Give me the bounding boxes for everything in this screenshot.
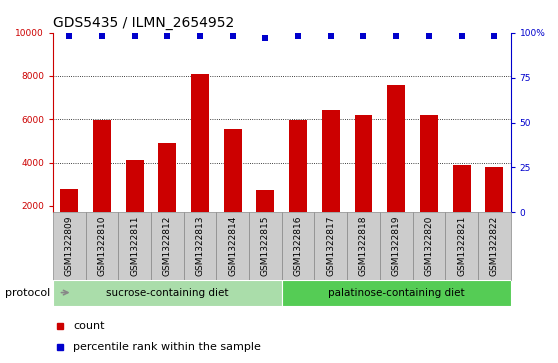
Bar (158, 143, 176, 249)
Point (425, 33, 434, 39)
Text: GSM1322809: GSM1322809 (65, 216, 74, 276)
Bar (347, 212, 380, 280)
Bar (315, 212, 347, 280)
Bar (485, 167, 503, 249)
Bar (453, 165, 470, 249)
Text: GSM1322820: GSM1322820 (425, 216, 434, 276)
Bar (420, 115, 438, 249)
Bar (354, 115, 373, 249)
Bar (118, 212, 151, 280)
Point (457, 33, 466, 39)
Point (359, 33, 368, 39)
Point (261, 35, 270, 41)
Bar (217, 212, 249, 280)
Point (490, 33, 499, 39)
Bar (86, 212, 118, 280)
Bar (184, 212, 217, 280)
Text: GSM1322814: GSM1322814 (228, 216, 237, 276)
Bar (191, 74, 209, 249)
Point (163, 33, 172, 39)
Text: GSM1322822: GSM1322822 (490, 216, 499, 276)
Text: GSM1322810: GSM1322810 (98, 216, 107, 276)
Point (130, 33, 139, 39)
Bar (249, 212, 282, 280)
Bar (387, 85, 405, 249)
Text: protocol: protocol (5, 287, 50, 298)
Text: GSM1322818: GSM1322818 (359, 216, 368, 276)
Point (294, 33, 302, 39)
Bar (257, 189, 275, 249)
Bar (282, 212, 315, 280)
Bar (445, 212, 478, 280)
Bar (53, 280, 282, 306)
Bar (53, 212, 86, 280)
Text: GSM1322812: GSM1322812 (163, 216, 172, 276)
Text: GDS5435 / ILMN_2654952: GDS5435 / ILMN_2654952 (53, 16, 234, 30)
Text: GSM1322817: GSM1322817 (326, 216, 335, 276)
Text: GSM1322819: GSM1322819 (392, 216, 401, 276)
Point (228, 33, 237, 39)
Bar (60, 188, 78, 249)
Point (392, 33, 401, 39)
Point (326, 33, 335, 39)
Text: GSM1322816: GSM1322816 (294, 216, 302, 276)
Bar (380, 212, 412, 280)
Bar (282, 280, 511, 306)
Point (65, 33, 74, 39)
Point (196, 33, 205, 39)
Text: percentile rank within the sample: percentile rank within the sample (73, 342, 261, 352)
Text: GSM1322813: GSM1322813 (196, 216, 205, 276)
Bar (126, 160, 144, 249)
Bar (478, 212, 511, 280)
Bar (322, 110, 340, 249)
Text: GSM1322815: GSM1322815 (261, 216, 270, 276)
Text: count: count (73, 321, 104, 331)
Bar (151, 212, 184, 280)
Bar (93, 121, 111, 249)
Text: sucrose-containing diet: sucrose-containing diet (106, 287, 229, 298)
Point (98, 33, 107, 39)
Bar (412, 212, 445, 280)
Text: GSM1322821: GSM1322821 (457, 216, 466, 276)
Text: palatinose-containing diet: palatinose-containing diet (328, 287, 464, 298)
Bar (289, 121, 307, 249)
Text: GSM1322811: GSM1322811 (130, 216, 139, 276)
Bar (224, 129, 242, 249)
